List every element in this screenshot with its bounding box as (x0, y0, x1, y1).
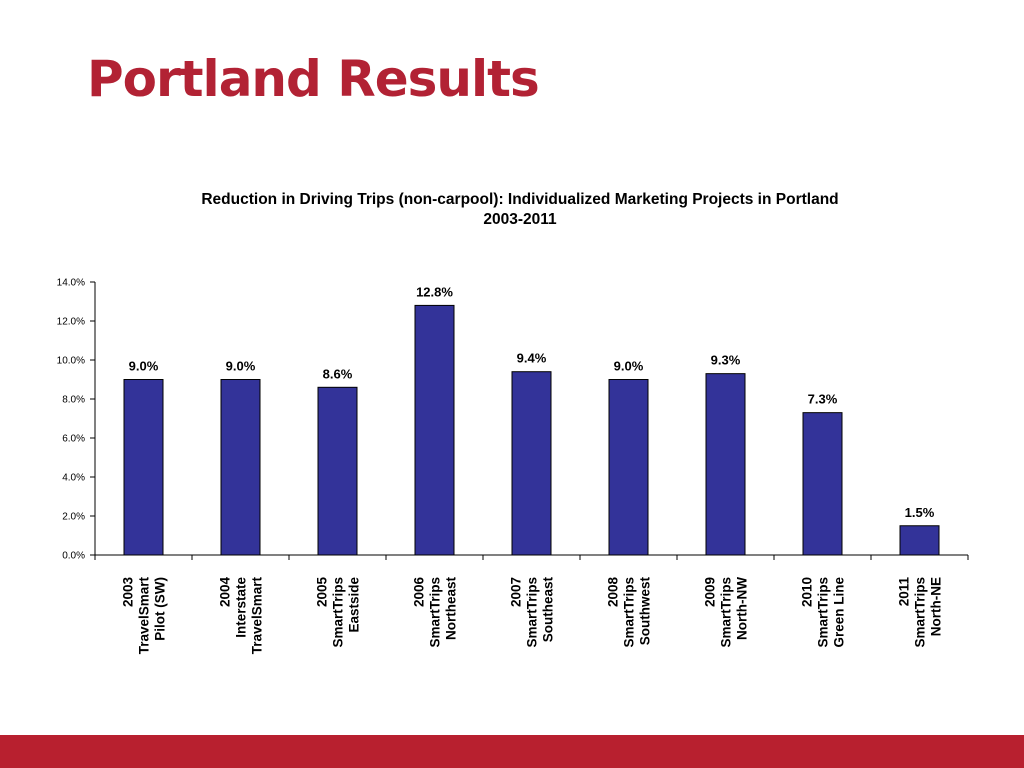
category-label-line: SmartTrips (816, 577, 831, 648)
data-label: 9.0% (226, 359, 256, 374)
category-label: 2009 SmartTrips North-NW (703, 577, 750, 648)
y-tick-label: 14.0% (57, 278, 85, 289)
category-label-line: Southwest (638, 577, 653, 646)
category-label-line: SmartTrips (622, 577, 637, 648)
category-label-line: Eastside (347, 577, 362, 633)
category-label-line: 2011 (897, 577, 912, 607)
category-label: 2005 SmartTrips Eastside (315, 577, 362, 648)
category-label: 2003 TravelSmart Pilot (SW) (121, 576, 168, 654)
category-label-line: Pilot (SW) (153, 577, 168, 641)
category-label: 2010 SmartTrips Green Line (800, 577, 847, 648)
category-label: 2007 SmartTrips Southeast (509, 577, 556, 648)
data-label: 9.0% (129, 359, 159, 374)
category-label-line: 2010 (800, 577, 815, 607)
bar (802, 412, 843, 556)
data-label: 12.8% (416, 284, 453, 299)
category-label-line: 2005 (315, 577, 330, 608)
category-label-line: North-NE (929, 577, 944, 636)
category-label-line: Northeast (444, 577, 459, 641)
y-tick-label: 8.0% (62, 395, 85, 406)
bar (608, 379, 649, 556)
bar (220, 379, 261, 556)
bar (123, 379, 164, 556)
footer-bar (0, 735, 1024, 768)
category-label-line: TravelSmart (137, 576, 152, 654)
y-tick-label: 10.0% (57, 356, 85, 367)
bar (705, 373, 746, 556)
category-label-line: 2009 (703, 577, 718, 607)
data-label: 9.3% (711, 353, 741, 368)
category-label-line: 2003 (121, 577, 136, 608)
chart-title: Reduction in Driving Trips (non-carpool)… (201, 191, 839, 208)
bar (511, 371, 552, 556)
slide-title: Portland Results (87, 50, 540, 108)
category-label-line: 2008 (606, 577, 621, 608)
y-tick-label: 4.0% (62, 473, 85, 484)
category-label-line: 2007 (509, 577, 524, 607)
data-label: 8.6% (323, 366, 353, 381)
data-label: 9.4% (517, 351, 547, 366)
bar-chart: 0.0% 2.0% 4.0% 6.0% 8.0% 10.0% 12.0% 14.0% 9.0% 2… (57, 278, 969, 654)
chart-title-block: Reduction in Driving Trips (non-carpool)… (120, 190, 920, 230)
data-label: 9.0% (614, 359, 644, 374)
category-label-line: Green Line (832, 577, 847, 648)
y-tick-label: 2.0% (62, 512, 85, 523)
bar (317, 386, 358, 556)
y-tick-label: 0.0% (62, 551, 85, 562)
category-label-line: SmartTrips (525, 577, 540, 648)
bar (414, 304, 455, 556)
data-label: 1.5% (905, 505, 935, 520)
category-label: 2004 Interstate TravelSmart (218, 576, 265, 654)
category-label: 2006 SmartTrips Northeast (412, 577, 459, 648)
y-tick-label: 12.0% (57, 317, 85, 328)
data-label: 7.3% (808, 392, 838, 407)
y-tick-label: 6.0% (62, 434, 85, 445)
bar (899, 525, 940, 556)
category-label-line: North-NW (735, 577, 750, 640)
category-label-line: SmartTrips (913, 577, 928, 648)
category-label-line: 2004 (218, 577, 233, 608)
category-label: 2011 SmartTrips North-NE (897, 577, 944, 648)
category-label-line: Southeast (541, 577, 556, 643)
category-label-line: 2006 (412, 577, 427, 608)
category-label-line: Interstate (234, 577, 249, 638)
category-label-line: SmartTrips (331, 577, 346, 648)
category-label-line: SmartTrips (428, 577, 443, 648)
chart-subtitle: 2003-2011 (483, 211, 557, 228)
category-label: 2008 SmartTrips Southwest (606, 577, 653, 648)
category-label-line: SmartTrips (719, 577, 734, 648)
category-label-line: TravelSmart (250, 576, 265, 654)
